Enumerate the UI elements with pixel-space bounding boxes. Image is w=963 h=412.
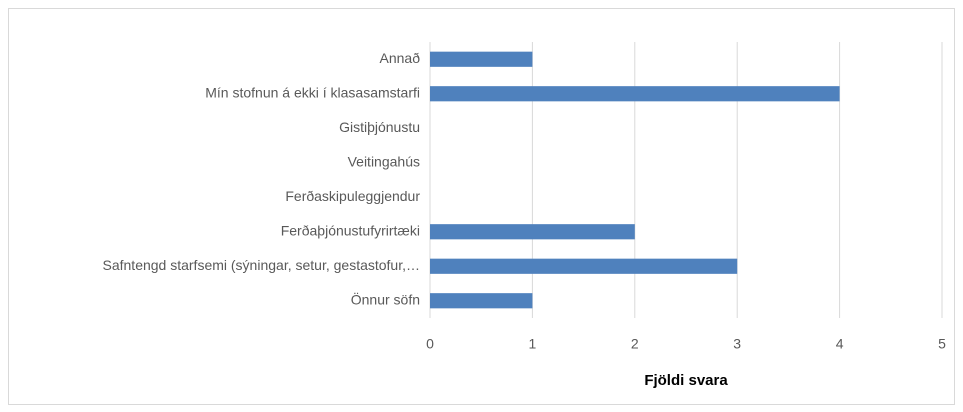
bar <box>430 293 533 309</box>
bar <box>430 86 840 102</box>
x-tick-label: 0 <box>426 336 434 352</box>
y-tick-label: Ferðaskipuleggjendur <box>285 188 420 204</box>
x-tick-label: 2 <box>631 336 639 352</box>
bar <box>430 51 533 67</box>
x-tick-label: 1 <box>529 336 537 352</box>
y-tick-label: Gistiþjónustu <box>339 119 420 135</box>
y-tick-label: Annað <box>380 50 421 66</box>
bar <box>430 224 635 240</box>
y-tick-label: Mín stofnun á ekki í klasasamstarfi <box>205 84 420 100</box>
y-tick-label: Veitingahús <box>348 153 420 169</box>
y-tick-label: Safntengd starfsemi (sýningar, setur, ge… <box>103 257 421 273</box>
bar <box>430 258 738 274</box>
x-axis-label: Fjöldi svara <box>644 372 728 389</box>
x-tick-label: 5 <box>938 336 946 352</box>
x-tick-label: 4 <box>836 336 844 352</box>
y-tick-label: Önnur söfn <box>351 290 420 307</box>
chart-frame <box>8 8 955 405</box>
y-tick-label: Ferðaþjónustufyrirtæki <box>281 222 420 238</box>
x-tick-label: 3 <box>733 336 741 352</box>
